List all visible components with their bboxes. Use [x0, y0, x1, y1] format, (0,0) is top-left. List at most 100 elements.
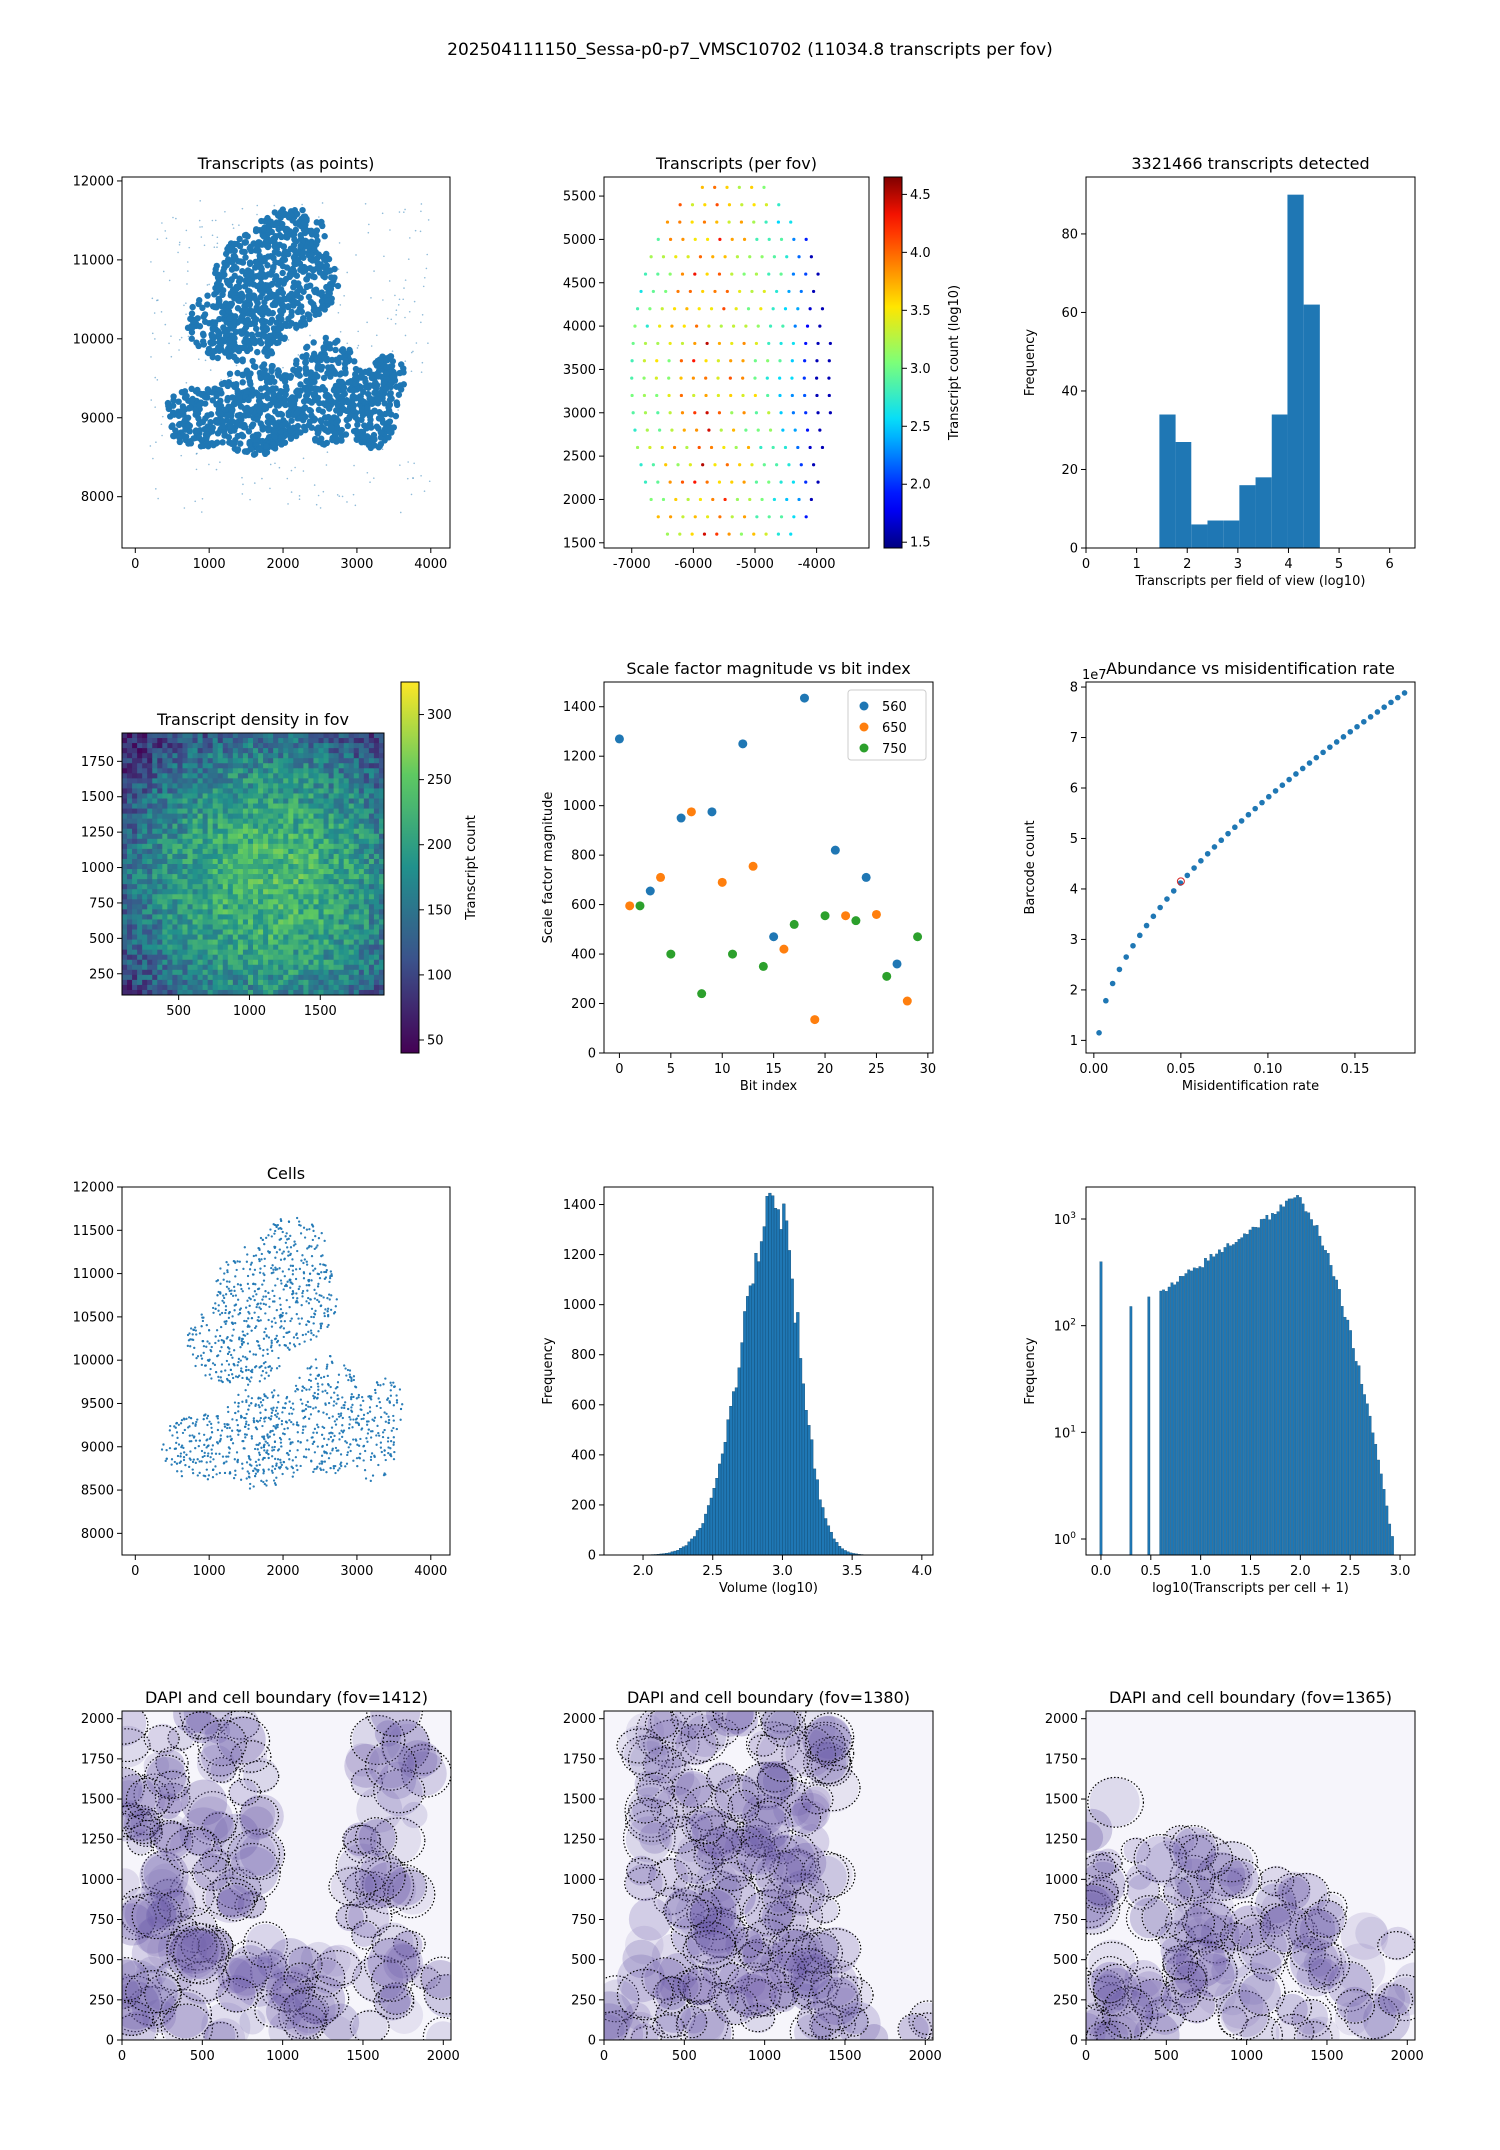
transcript-point: [227, 423, 234, 430]
transcript-point: [202, 431, 210, 438]
density-cell: [207, 899, 214, 905]
density-cell: [207, 743, 214, 749]
density-cell: [363, 904, 370, 910]
density-cell: [263, 828, 269, 835]
density-cell: [127, 748, 133, 754]
fov-point: [759, 307, 763, 311]
transcript-point: [187, 335, 190, 338]
density-cell: [263, 869, 269, 875]
transcript-point: [293, 272, 301, 279]
transcript-point: [156, 379, 159, 381]
density-cell: [308, 879, 314, 885]
density-cell: [343, 899, 350, 905]
density-cell: [207, 758, 214, 764]
density-cell: [253, 894, 259, 900]
density-cell: [333, 894, 340, 900]
density-cell: [147, 818, 153, 825]
density-cell: [152, 793, 158, 799]
density-cell: [162, 758, 168, 764]
density-cell: [147, 919, 153, 925]
density-cell: [132, 858, 138, 865]
fov-point: [643, 480, 648, 484]
transcript-point: [224, 412, 231, 419]
fov-point: [704, 376, 708, 380]
density-cell: [303, 788, 309, 794]
density-cell: [318, 813, 325, 820]
density-cell: [318, 914, 325, 920]
density-cell: [217, 924, 224, 930]
transcript-point: [204, 439, 211, 447]
fov-point: [656, 480, 660, 484]
transcript-point: [190, 435, 197, 442]
density-cell: [122, 763, 128, 769]
density-cell: [132, 813, 138, 820]
density-cell: [162, 768, 168, 774]
density-cell: [152, 939, 158, 946]
density-cell: [232, 793, 239, 799]
transcript-point: [168, 342, 170, 345]
density-cell: [288, 788, 294, 794]
density-cell: [187, 934, 194, 941]
density-cell: [298, 753, 304, 759]
y-tick-label: 12000: [73, 174, 114, 189]
fov-point: [746, 307, 751, 311]
density-cell: [152, 984, 158, 991]
density-cell: [308, 838, 314, 845]
density-cell: [157, 818, 163, 825]
density-cell: [147, 929, 153, 936]
density-cell: [157, 974, 163, 981]
density-cell: [192, 939, 199, 946]
transcript-point: [246, 440, 253, 448]
density-cell: [227, 954, 234, 961]
fov-point: [658, 428, 662, 432]
density-cell: [127, 919, 133, 925]
density-cell: [222, 979, 229, 986]
density-cell: [162, 954, 168, 961]
density-cell: [167, 788, 173, 794]
density-cell: [303, 969, 309, 976]
transcript-point: [358, 372, 365, 379]
density-cell: [293, 843, 299, 850]
density-cell: [328, 884, 335, 890]
fov-point: [805, 324, 810, 328]
density-cell: [137, 823, 143, 830]
density-cell: [273, 838, 279, 845]
density-cell: [313, 929, 319, 936]
density-cell: [142, 864, 148, 870]
density-cell: [207, 874, 214, 880]
density-cell: [368, 823, 375, 830]
density-cell: [152, 919, 158, 925]
density-cell: [157, 899, 163, 905]
density-cell: [338, 944, 345, 951]
fov-point: [730, 341, 734, 346]
transcript-point: [200, 341, 208, 348]
transcript-point: [355, 429, 363, 436]
density-cell: [202, 758, 209, 764]
transcript-point: [242, 254, 249, 261]
density-cell: [242, 939, 249, 946]
transcript-point: [310, 350, 318, 358]
density-cell: [237, 853, 244, 860]
density-cell: [247, 788, 254, 794]
density-cell: [222, 959, 229, 966]
density-cell: [323, 803, 330, 810]
density-cell: [318, 869, 325, 875]
density-cell: [207, 894, 214, 900]
density-cell: [258, 773, 264, 779]
density-cell: [328, 818, 335, 825]
density-cell: [323, 758, 330, 764]
density-cell: [232, 823, 239, 830]
density-cell: [132, 959, 138, 966]
density-cell: [202, 879, 209, 885]
transcript-point: [302, 359, 310, 366]
density-cell: [253, 979, 259, 986]
fov-point: [631, 411, 635, 415]
transcript-point: [397, 304, 400, 306]
transcript-point: [170, 397, 177, 404]
density-cell: [318, 808, 325, 815]
transcript-point: [377, 440, 385, 448]
transcript-point: [332, 370, 339, 377]
density-cell: [147, 954, 153, 961]
density-cell: [172, 818, 178, 825]
density-cell: [323, 813, 330, 820]
